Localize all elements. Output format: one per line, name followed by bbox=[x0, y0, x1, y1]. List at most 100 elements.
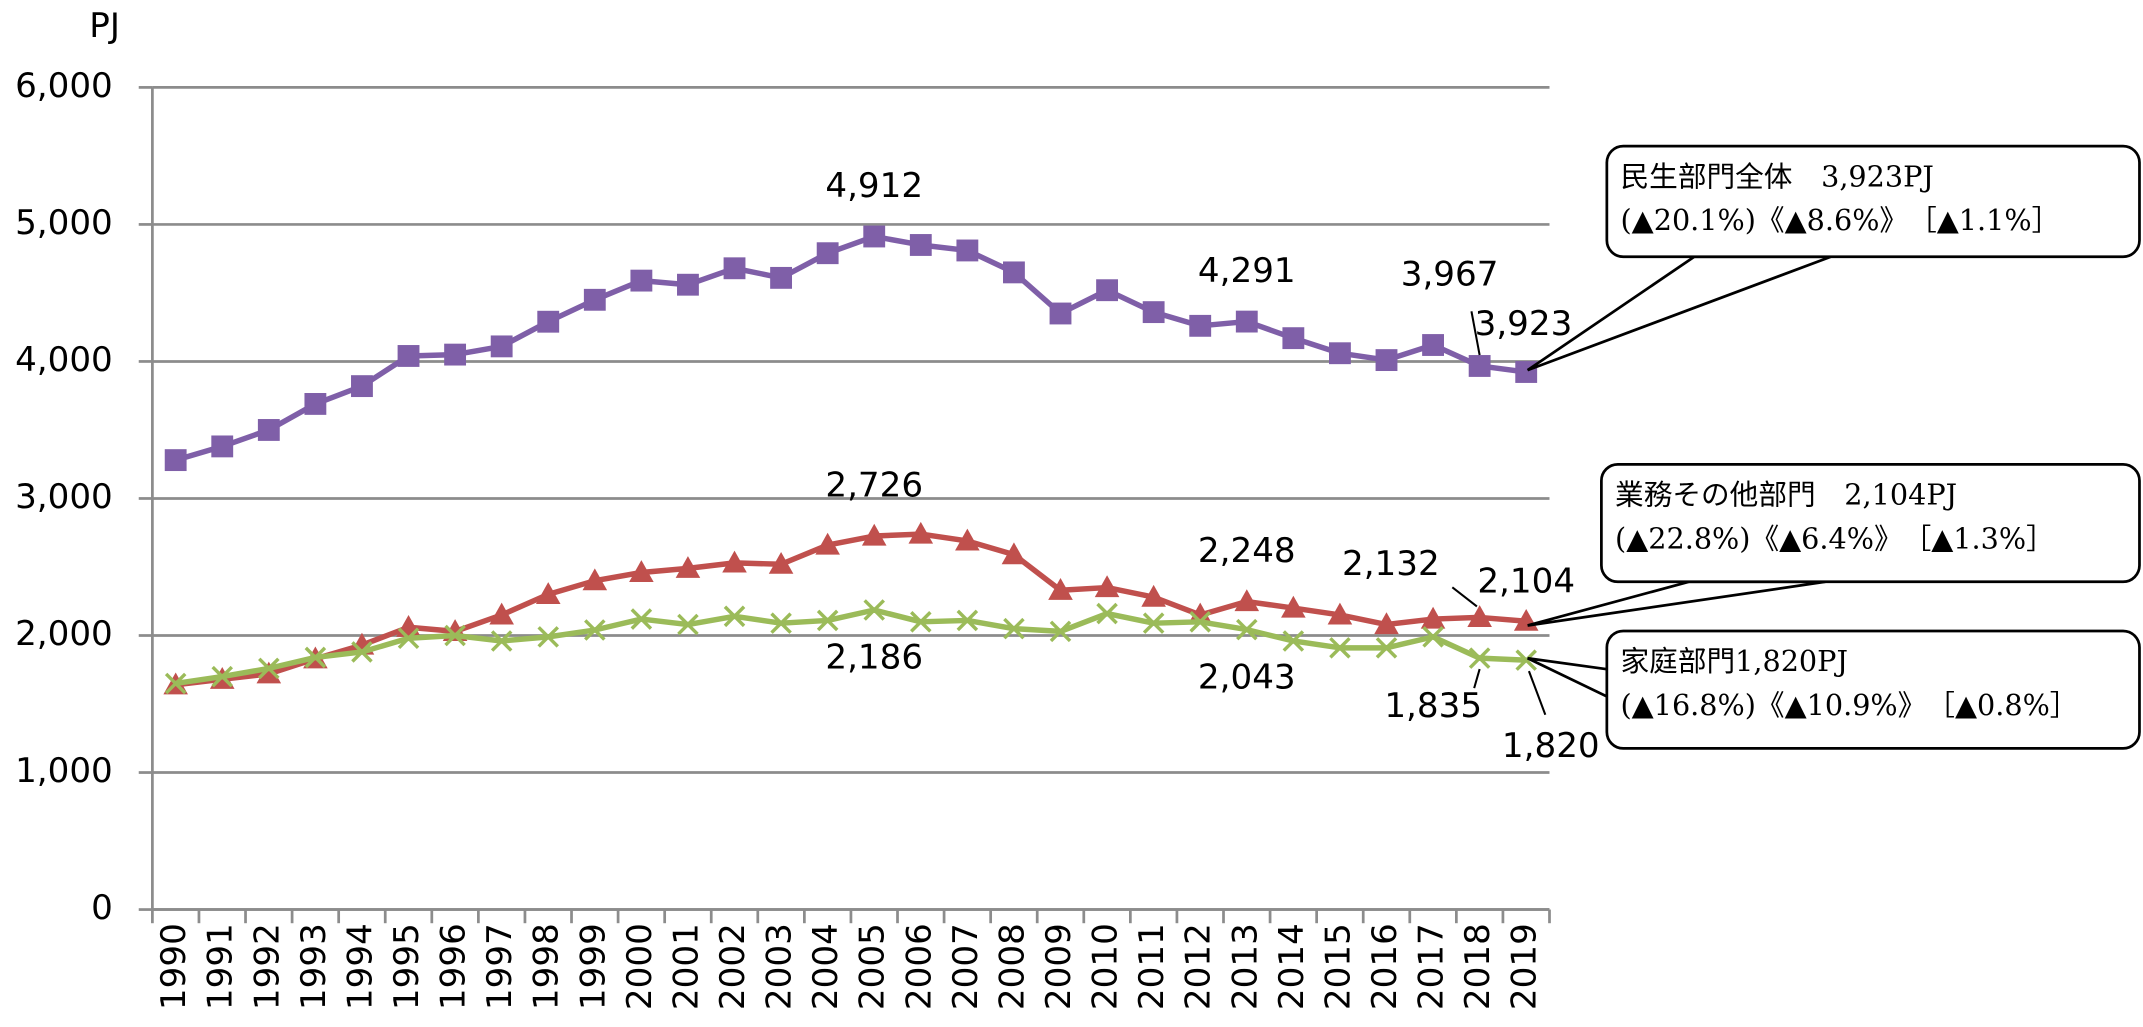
series-line bbox=[175, 607, 1527, 687]
x-tick-label: 2018 bbox=[1458, 923, 1498, 1010]
value-label: 4,291 bbox=[1198, 251, 1296, 291]
marker bbox=[861, 523, 887, 546]
marker bbox=[164, 449, 187, 472]
marker bbox=[1096, 279, 1119, 302]
x-tick-label: 2005 bbox=[853, 923, 893, 1010]
x-tick-label: 2007 bbox=[946, 923, 986, 1010]
y-unit: PJ bbox=[89, 6, 120, 46]
marker bbox=[1049, 620, 1072, 643]
leader-line bbox=[1451, 586, 1478, 608]
callout-text: (▲22.8%)《▲6.4%》 ［▲1.3%］ bbox=[1615, 521, 2055, 555]
x-tick-label: 1999 bbox=[573, 923, 613, 1010]
marker bbox=[1515, 649, 1537, 671]
marker bbox=[1422, 334, 1444, 356]
marker bbox=[863, 599, 885, 621]
marker bbox=[1282, 327, 1305, 350]
marker bbox=[1422, 626, 1444, 648]
value-label: 3,923 bbox=[1475, 304, 1573, 344]
callout-box bbox=[1605, 629, 2141, 750]
marker bbox=[582, 568, 608, 591]
x-tick-label: 1996 bbox=[434, 923, 474, 1010]
marker bbox=[770, 266, 793, 289]
marker bbox=[863, 225, 886, 248]
marker bbox=[1467, 605, 1492, 627]
x-tick-label: 2015 bbox=[1318, 923, 1358, 1010]
x-tick-label: 2004 bbox=[806, 923, 846, 1010]
marker bbox=[1236, 618, 1258, 641]
x-tick-label: 2019 bbox=[1505, 923, 1545, 1010]
marker bbox=[1468, 355, 1491, 377]
marker bbox=[444, 343, 467, 366]
marker bbox=[397, 345, 420, 367]
marker bbox=[490, 630, 513, 652]
leader-line bbox=[1470, 311, 1481, 356]
x-tick-label: 2012 bbox=[1179, 923, 1219, 1010]
marker bbox=[257, 419, 280, 441]
x-tick-label: 2009 bbox=[1039, 923, 1079, 1010]
marker bbox=[768, 551, 794, 574]
value-label: 4,912 bbox=[825, 166, 923, 206]
marker bbox=[258, 657, 280, 680]
marker bbox=[956, 239, 979, 262]
marker bbox=[444, 624, 466, 647]
x-tick-label: 1992 bbox=[247, 923, 287, 1010]
x-tick-label: 1994 bbox=[340, 923, 380, 1010]
marker bbox=[1096, 602, 1118, 625]
value-label: 2,726 bbox=[825, 465, 923, 505]
marker bbox=[1281, 595, 1306, 618]
value-label: 1,835 bbox=[1384, 686, 1482, 726]
callout-pointer bbox=[1526, 255, 1832, 372]
marker bbox=[1420, 606, 1446, 629]
callout-text: 業務その他部門 2,104PJ bbox=[1615, 478, 1957, 512]
marker bbox=[1141, 584, 1166, 607]
marker bbox=[489, 602, 514, 625]
y-tick-label: 1,000 bbox=[15, 751, 113, 791]
marker bbox=[1094, 575, 1120, 598]
marker bbox=[256, 661, 282, 684]
marker bbox=[1329, 342, 1351, 365]
value-label: 3,967 bbox=[1401, 254, 1499, 294]
marker bbox=[1234, 589, 1260, 612]
marker bbox=[537, 626, 560, 648]
x-tick-label: 1993 bbox=[294, 923, 334, 1010]
value-label: 2,132 bbox=[1342, 544, 1440, 584]
marker bbox=[677, 613, 699, 636]
callout-box bbox=[1600, 462, 2141, 584]
marker bbox=[723, 605, 746, 628]
callout-box bbox=[1605, 144, 2141, 259]
x-tick-label: 1995 bbox=[387, 923, 427, 1010]
marker bbox=[956, 609, 979, 632]
marker bbox=[1327, 602, 1353, 625]
marker bbox=[909, 234, 932, 256]
x-tick-label: 2017 bbox=[1412, 923, 1452, 1010]
x-tick-label: 2008 bbox=[992, 923, 1032, 1010]
marker bbox=[1142, 612, 1165, 634]
marker bbox=[1329, 637, 1351, 659]
marker bbox=[630, 269, 653, 292]
x-tick-label: 1998 bbox=[527, 923, 567, 1010]
value-label: 1,820 bbox=[1502, 726, 1600, 766]
y-tick-label: 2,000 bbox=[15, 614, 113, 654]
y-tick-label: 5,000 bbox=[15, 203, 113, 243]
leader-line bbox=[1473, 668, 1481, 689]
y-tick-label: 0 bbox=[91, 888, 113, 928]
x-tick-label: 1997 bbox=[480, 923, 520, 1010]
marker bbox=[1049, 302, 1072, 325]
marker bbox=[211, 435, 234, 458]
marker bbox=[1189, 611, 1211, 633]
x-tick-label: 2013 bbox=[1225, 923, 1265, 1010]
callout-text: (▲16.8%)《▲10.9%》 ［▲0.8%］ bbox=[1621, 688, 2079, 722]
marker bbox=[677, 273, 699, 296]
marker bbox=[1187, 602, 1213, 625]
marker bbox=[815, 532, 840, 555]
marker bbox=[723, 257, 746, 280]
callout-text: 家庭部門1,820PJ bbox=[1621, 644, 1848, 678]
callout-text: (▲20.1%)《▲8.6%》 ［▲1.1%］ bbox=[1621, 203, 2061, 237]
marker bbox=[816, 242, 839, 265]
value-label: 2,043 bbox=[1198, 657, 1296, 697]
value-label: 2,248 bbox=[1198, 531, 1296, 571]
callout-text: 民生部門全体 3,923PJ bbox=[1621, 159, 1934, 193]
marker bbox=[583, 288, 606, 311]
x-tick-label: 2010 bbox=[1086, 923, 1126, 1010]
